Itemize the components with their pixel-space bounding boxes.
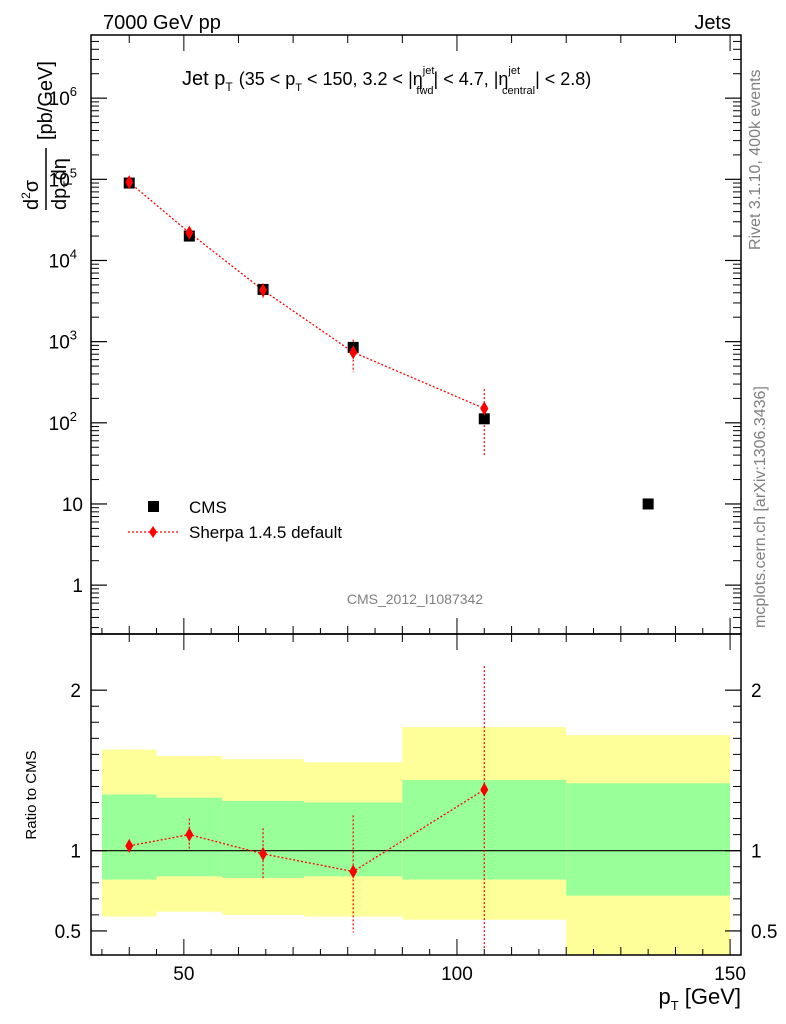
ratio-panel-ticks bbox=[91, 634, 741, 955]
data-point bbox=[478, 413, 490, 425]
plot-title-cond-d: | < 2.8) bbox=[535, 69, 591, 89]
mc-series-ratio bbox=[125, 666, 489, 951]
mc-point-overlay bbox=[125, 175, 134, 190]
legend: CMS Sherpa 1.4.5 default bbox=[128, 498, 342, 542]
ratio-uncertainty-bands bbox=[101, 727, 731, 955]
ratio-y-tick-label-left: 2 bbox=[70, 681, 81, 702]
header-left: 7000 GeV pp bbox=[103, 12, 221, 34]
plot-title-cond-c-sup: jet bbox=[507, 65, 520, 77]
mcplots-label: mcplots.cern.ch [arXiv:1306.3436] bbox=[752, 386, 769, 628]
main-y-axis-label: d2σ dpTdη [pb/GeV] bbox=[19, 61, 75, 210]
legend-label-sherpa: Sherpa 1.4.5 default bbox=[189, 523, 342, 542]
main-y-tick-label: 105 bbox=[49, 165, 77, 191]
ratio-mc-point bbox=[349, 864, 358, 879]
analysis-watermark: CMS_2012_I1087342 bbox=[347, 591, 483, 607]
ratio-y-tick-label-left: 1 bbox=[70, 842, 81, 863]
legend-marker-cms bbox=[148, 501, 159, 512]
x-tick-label: 100 bbox=[441, 964, 473, 985]
mc-line bbox=[128, 181, 485, 410]
ratio-band-inner bbox=[222, 800, 305, 878]
ratio-mc-point bbox=[259, 846, 268, 861]
x-axis-label: pT [GeV] bbox=[658, 984, 741, 1013]
ratio-y-tick-label-right: 1 bbox=[751, 842, 762, 863]
main-y-tick-label: 10 bbox=[62, 495, 83, 516]
ratio-band-inner bbox=[101, 794, 157, 880]
data-series-main bbox=[123, 175, 654, 510]
rivet-label: Rivet 3.1.10, 400k events bbox=[747, 69, 764, 250]
plot-title-main-sub: T bbox=[225, 80, 233, 94]
svg-text:d2σ: d2σ bbox=[19, 179, 43, 210]
main-y-tick-label: 103 bbox=[49, 328, 77, 354]
ratio-mc-point bbox=[185, 827, 194, 842]
ratio-band-inner bbox=[566, 783, 731, 896]
ratio-y-tick-labels: 0.5 0.5 1 1 2 2 bbox=[55, 681, 778, 943]
plot-title: Jet pT (35 < pT < 150, 3.2 < |ηjet fwd| < … bbox=[182, 65, 591, 97]
plot-title-cond-a-sub: T bbox=[295, 82, 302, 94]
main-y-tick-label: 102 bbox=[49, 409, 77, 435]
ratio-mc-point bbox=[480, 782, 489, 797]
plot-title-main: Jet p bbox=[182, 68, 225, 90]
x-tick-labels: 50 100 150 bbox=[173, 964, 746, 985]
plot-title-cond-a: (35 < p bbox=[239, 69, 296, 89]
data-point bbox=[642, 498, 654, 510]
main-y-tick-label: 106 bbox=[49, 84, 77, 110]
ratio-y-tick-label-left: 0.5 bbox=[55, 922, 81, 943]
main-panel-ticks bbox=[91, 34, 741, 634]
ratio-y-tick-label-right: 0.5 bbox=[751, 922, 777, 943]
main-y-tick-label: 1 bbox=[72, 576, 83, 597]
mc-point-overlay bbox=[480, 401, 489, 416]
main-y-tick-label: 104 bbox=[49, 246, 77, 272]
main-y-tick-labels: 1 10 102 103 104 105 106 bbox=[49, 84, 83, 597]
main-panel-frame bbox=[90, 34, 742, 635]
svg-text:[pb/GeV]: [pb/GeV] bbox=[35, 61, 57, 140]
plot-title-cond-c: | < 4.7, |η bbox=[434, 69, 509, 89]
mc-series-main bbox=[125, 175, 489, 456]
plot-title-cond-c-sub: central bbox=[502, 85, 535, 97]
ratio-panel-frame bbox=[90, 633, 742, 956]
mc-point-overlay bbox=[185, 225, 194, 240]
ratio-y-tick-label-right: 2 bbox=[751, 681, 762, 702]
mc-point-overlay bbox=[259, 283, 268, 298]
mc-point-overlay bbox=[349, 345, 358, 360]
plot-title-cond-b: < 150, 3.2 < |η bbox=[302, 69, 423, 89]
legend-marker-sherpa bbox=[149, 526, 157, 538]
plot-title-cond-b-sup: jet bbox=[422, 65, 435, 77]
header-right: Jets bbox=[694, 12, 731, 34]
legend-label-cms: CMS bbox=[189, 498, 227, 517]
ratio-y-axis-label: Ratio to CMS bbox=[23, 750, 40, 839]
plot-title-cond-b-sub: fwd bbox=[416, 85, 433, 97]
ratio-mc-point bbox=[125, 838, 134, 853]
x-tick-label: 150 bbox=[714, 964, 746, 985]
svg-text:dpTdη: dpTdη bbox=[49, 158, 75, 210]
x-tick-label: 50 bbox=[173, 964, 194, 985]
